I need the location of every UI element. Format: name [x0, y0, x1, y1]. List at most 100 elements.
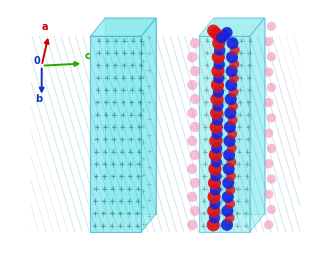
- Point: [229, 55, 235, 59]
- Point: [215, 83, 220, 87]
- Point: [213, 31, 218, 36]
- Point: [219, 36, 224, 40]
- Point: [213, 160, 219, 164]
- Point: [212, 181, 217, 185]
- Point: [269, 116, 274, 120]
- Point: [266, 131, 271, 135]
- Point: [216, 55, 221, 59]
- Point: [266, 70, 271, 74]
- Polygon shape: [199, 18, 265, 36]
- Text: 0: 0: [34, 56, 40, 66]
- Point: [226, 153, 232, 157]
- Polygon shape: [90, 18, 156, 36]
- Point: [213, 202, 218, 206]
- Point: [192, 209, 198, 213]
- Point: [211, 223, 216, 227]
- Point: [224, 223, 230, 227]
- Point: [229, 83, 234, 87]
- Point: [216, 41, 221, 45]
- Point: [212, 195, 217, 199]
- Point: [192, 69, 198, 73]
- Point: [228, 111, 233, 115]
- Point: [222, 33, 227, 37]
- Point: [192, 125, 198, 129]
- Point: [266, 100, 271, 105]
- Point: [227, 216, 232, 220]
- Polygon shape: [141, 18, 156, 232]
- Text: c: c: [84, 51, 90, 61]
- Point: [227, 139, 232, 143]
- Point: [231, 90, 236, 94]
- Point: [230, 104, 236, 108]
- Point: [215, 69, 220, 73]
- Point: [266, 162, 271, 166]
- Point: [214, 97, 220, 101]
- Point: [228, 97, 233, 101]
- Point: [228, 188, 233, 192]
- Text: b: b: [35, 94, 42, 104]
- Point: [266, 192, 271, 196]
- Text: a: a: [41, 22, 48, 32]
- Point: [269, 85, 274, 90]
- Point: [192, 181, 198, 185]
- Point: [230, 118, 235, 122]
- Point: [190, 167, 195, 171]
- Point: [226, 167, 231, 171]
- Point: [192, 41, 198, 45]
- Point: [269, 207, 274, 212]
- Point: [213, 139, 218, 143]
- Point: [213, 188, 218, 192]
- Point: [214, 132, 220, 136]
- Point: [216, 34, 221, 38]
- Point: [266, 39, 271, 44]
- Point: [230, 41, 235, 45]
- Point: [232, 48, 237, 52]
- Point: [214, 146, 219, 150]
- Point: [229, 160, 234, 164]
- Point: [228, 174, 234, 178]
- Point: [213, 153, 218, 157]
- Point: [229, 146, 234, 150]
- Point: [216, 90, 221, 94]
- Point: [190, 139, 195, 143]
- Point: [214, 111, 219, 115]
- Point: [225, 209, 230, 213]
- Polygon shape: [90, 36, 141, 232]
- Point: [231, 76, 237, 80]
- Point: [224, 30, 230, 35]
- Point: [230, 132, 235, 136]
- Point: [211, 209, 216, 213]
- Point: [190, 195, 195, 199]
- Point: [217, 48, 222, 52]
- Point: [213, 125, 219, 129]
- Point: [190, 111, 195, 115]
- Point: [212, 216, 217, 220]
- Point: [269, 55, 274, 59]
- Point: [226, 181, 231, 185]
- Polygon shape: [105, 18, 156, 214]
- Polygon shape: [250, 18, 265, 232]
- Point: [211, 29, 216, 33]
- Point: [225, 195, 230, 199]
- Point: [190, 55, 195, 59]
- Point: [216, 76, 221, 80]
- Point: [192, 97, 198, 101]
- Polygon shape: [199, 36, 250, 232]
- Point: [227, 125, 233, 129]
- Point: [227, 202, 233, 206]
- Polygon shape: [214, 18, 265, 214]
- Point: [269, 24, 274, 28]
- Point: [269, 177, 274, 181]
- Point: [190, 83, 195, 87]
- Point: [269, 146, 274, 151]
- Point: [215, 118, 220, 122]
- Point: [266, 223, 271, 227]
- Point: [213, 174, 218, 178]
- Point: [192, 153, 198, 157]
- Point: [212, 167, 217, 171]
- Point: [190, 223, 195, 227]
- Point: [216, 62, 222, 66]
- Point: [215, 104, 221, 108]
- Point: [232, 62, 237, 66]
- Point: [229, 69, 234, 73]
